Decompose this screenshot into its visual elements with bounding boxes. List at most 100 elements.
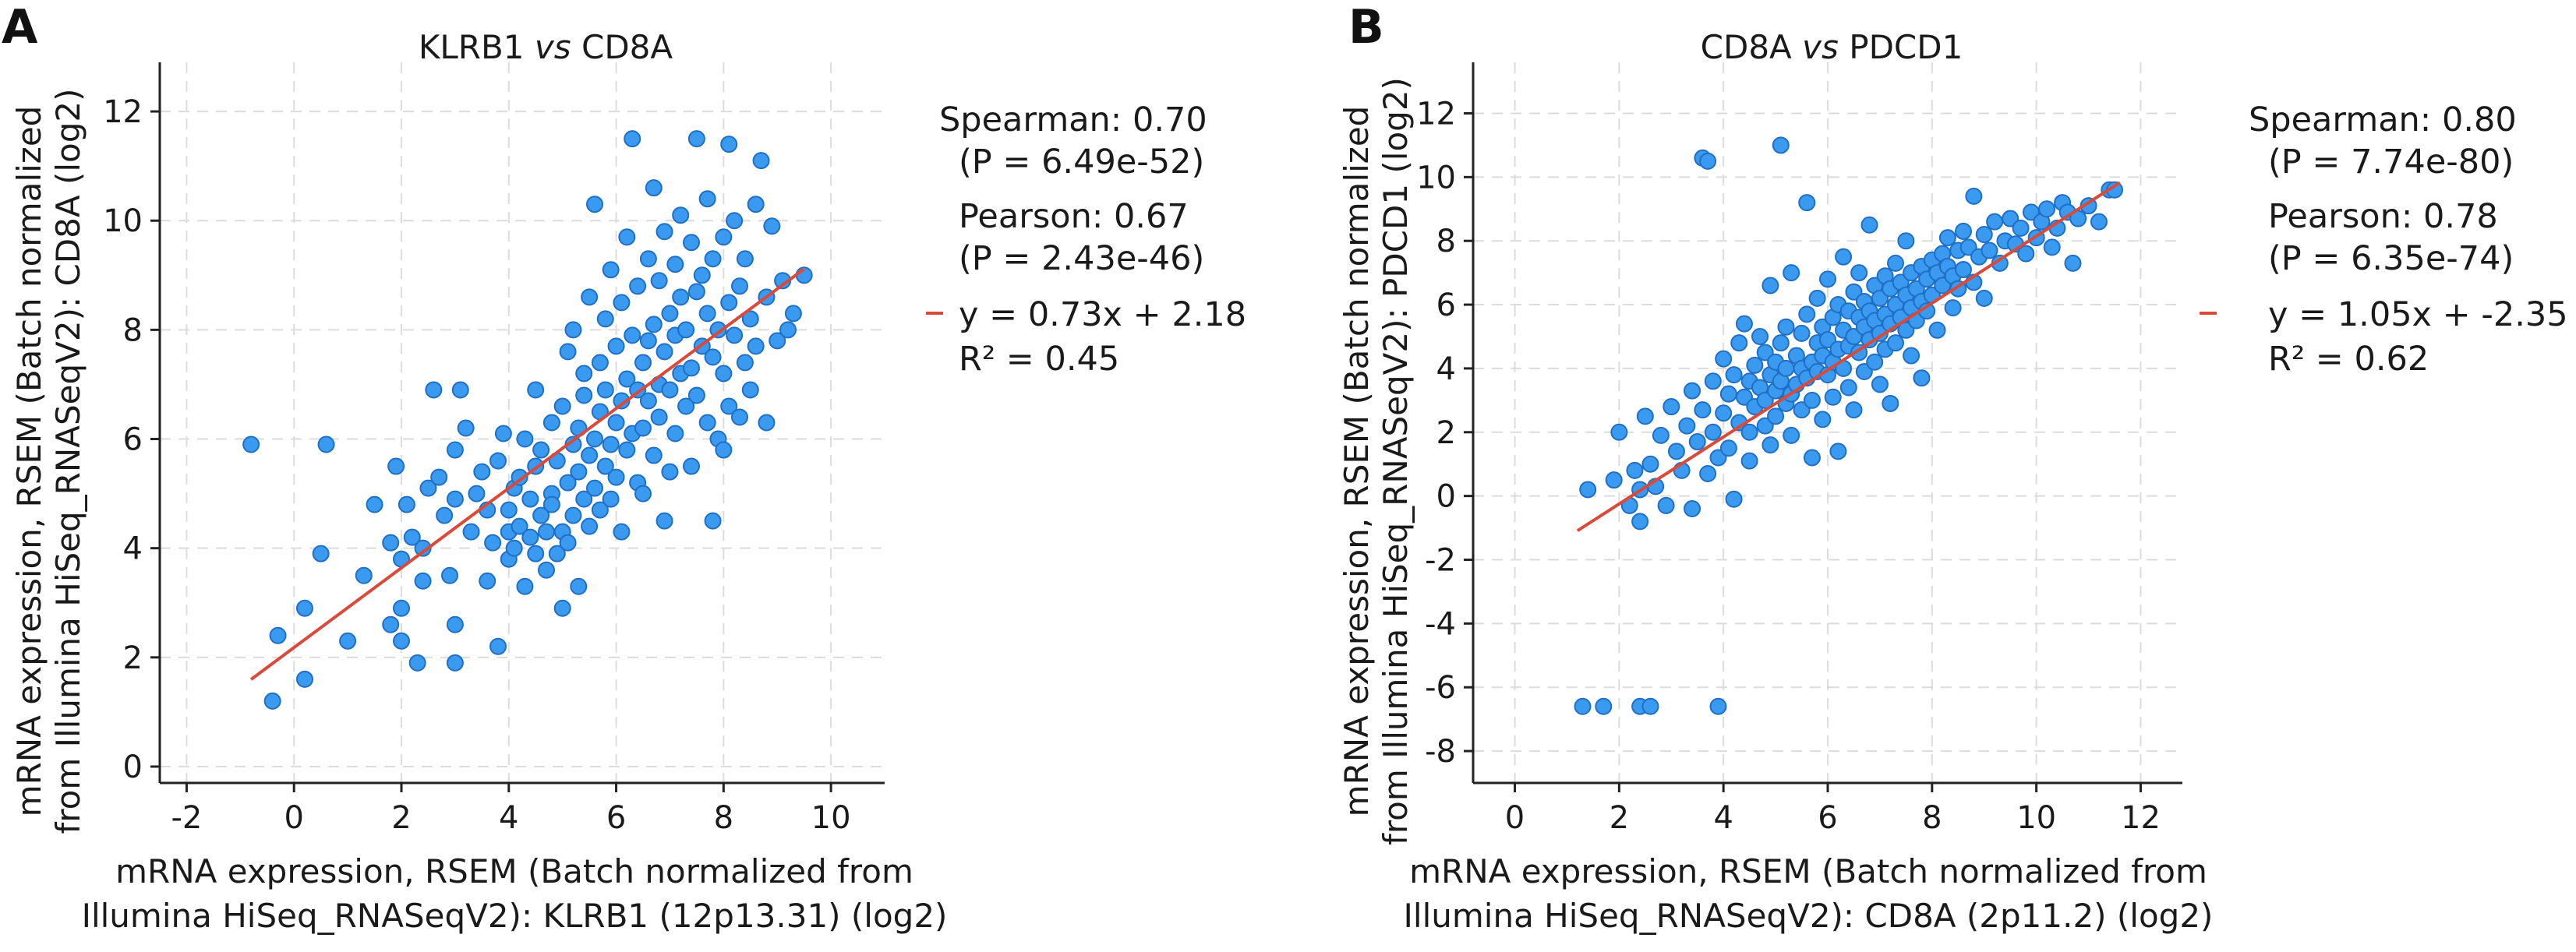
x-axis-label-a-line2: Illumina HiSeq_RNASeqV2): KLRB1 (12p13.3…: [82, 897, 948, 935]
data-point: [564, 506, 582, 524]
data-point: [624, 130, 641, 148]
data-point: [553, 397, 571, 415]
data-point: [687, 386, 705, 404]
stats-block-b: Spearman: 0.80 (P = 7.74e-80) Pearson: 0…: [2200, 100, 2568, 379]
data-point: [479, 572, 496, 590]
data-point: [538, 561, 555, 579]
data-point: [1798, 305, 1816, 323]
data-point: [462, 523, 480, 541]
data-point: [575, 365, 593, 383]
data-point: [596, 457, 614, 475]
data-point: [655, 512, 673, 530]
x-tick-label: -2: [171, 800, 202, 836]
spearman-b: Spearman: 0.80: [2249, 100, 2517, 139]
stats-block-a: Spearman: 0.70 (P = 6.49e-52) Pearson: 0…: [926, 100, 1246, 379]
data-point: [726, 212, 744, 230]
r-squared-b: R² = 0.62: [2268, 340, 2429, 379]
data-point: [446, 654, 464, 672]
data-point: [596, 381, 614, 399]
data-point: [1965, 187, 1983, 205]
x-axis-label-b-line2: Illumina HiSeq_RNASeqV2): CD8A (2p11.2) …: [1404, 897, 2214, 935]
data-point: [602, 261, 620, 279]
data-point: [489, 452, 507, 470]
data-point: [1819, 331, 1836, 349]
gridlines-a: [160, 62, 885, 783]
data-point: [704, 348, 722, 366]
data-point: [677, 321, 695, 339]
data-point: [408, 654, 426, 672]
data-point: [586, 430, 603, 448]
x-axis-label-a-line1: mRNA expression, RSEM (Batch normalized …: [115, 852, 913, 890]
data-point: [1740, 423, 1758, 441]
data-point: [1610, 423, 1628, 441]
data-point: [436, 506, 454, 524]
y-tick-label: -8: [1425, 734, 1456, 770]
plot-area-a: -2 0 2 4 6 8 10 0 2 4 6 8 10 12: [103, 62, 885, 836]
spearman-p-a: (P = 6.49e-52): [959, 143, 1204, 182]
data-point: [1882, 394, 1899, 412]
data-point: [403, 528, 421, 546]
data-point: [715, 441, 733, 459]
data-point: [1944, 299, 1962, 317]
data-point: [527, 381, 545, 399]
data-point: [618, 370, 636, 388]
data-point: [1663, 398, 1680, 416]
data-point: [1626, 461, 1644, 479]
data-point: [1699, 464, 1717, 482]
data-point: [1709, 449, 1727, 467]
data-point: [1850, 264, 1868, 282]
data-point: [339, 632, 357, 650]
data-point: [468, 485, 486, 502]
data-point: [527, 545, 545, 562]
y-tick-label: 10: [1416, 160, 1456, 196]
data-point: [607, 337, 625, 355]
data-point: [494, 425, 512, 443]
data-point: [645, 446, 663, 464]
data-point: [683, 234, 700, 252]
data-point: [672, 206, 690, 224]
data-point: [1824, 388, 1842, 406]
data-point: [489, 637, 507, 655]
data-point: [779, 321, 797, 339]
data-point: [655, 223, 673, 241]
data-point: [382, 534, 400, 552]
data-point: [1641, 455, 1659, 473]
spearman-p-b: (P = 7.74e-80): [2268, 143, 2514, 182]
data-point: [542, 495, 560, 513]
data-point: [1913, 369, 1931, 387]
data-point: [516, 577, 534, 595]
data-point: [393, 599, 410, 617]
data-point: [542, 414, 560, 432]
data-point: [1678, 417, 1696, 435]
data-point: [1803, 449, 1821, 467]
y-tick-label: 2: [123, 640, 143, 676]
plot-area-b: 0 2 4 6 8 10 12 -8 -6 -4 -2 0 2 4 6 8 10 12: [1416, 62, 2182, 836]
data-point: [1783, 426, 1800, 444]
data-point: [661, 305, 679, 323]
scatter-points-b: [1574, 136, 2124, 715]
data-point: [613, 294, 631, 312]
data-point: [425, 381, 443, 399]
x-tick-label: 0: [284, 800, 303, 836]
x-tick-label: 6: [1818, 800, 1837, 836]
data-point: [366, 495, 383, 513]
data-point: [1897, 232, 1915, 250]
data-point: [1839, 379, 1857, 397]
data-point: [607, 468, 625, 486]
data-point: [419, 479, 437, 497]
x-tick-label: 4: [1713, 800, 1733, 836]
data-point: [1652, 426, 1670, 444]
data-point: [693, 266, 711, 284]
data-point: [1819, 270, 1836, 288]
data-point: [596, 310, 614, 328]
regression-line-a: [249, 267, 805, 681]
data-point: [564, 321, 582, 339]
data-point: [1756, 344, 1774, 361]
pearson-a: Pearson: 0.67: [959, 197, 1189, 236]
y-tick-label: 2: [1436, 415, 1456, 451]
panel-letter-b: B: [1348, 0, 1384, 55]
data-point: [2043, 238, 2061, 256]
data-point: [505, 539, 523, 557]
data-point: [570, 577, 588, 595]
data-point: [741, 381, 759, 399]
